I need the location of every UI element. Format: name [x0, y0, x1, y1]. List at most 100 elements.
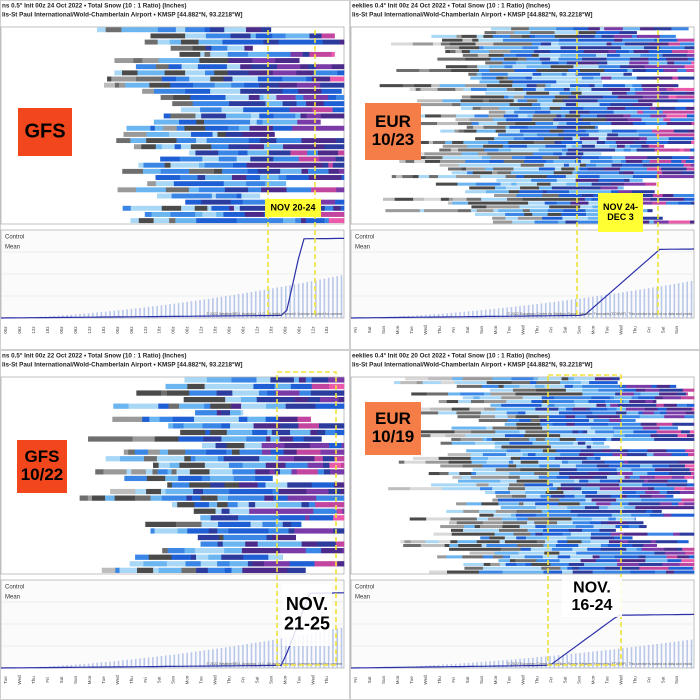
- mean-bar: [289, 637, 291, 668]
- plume-segment: [442, 99, 461, 103]
- plume-segment: [598, 513, 613, 517]
- plume-segment: [278, 39, 304, 45]
- plume-segment: [123, 131, 147, 137]
- plume-segment: [200, 515, 212, 521]
- plume-segment: [394, 197, 414, 201]
- plume-segment: [504, 540, 531, 544]
- copyright: © 2022 European Centre for Medium-Range …: [507, 662, 692, 666]
- plume-segment: [586, 445, 592, 449]
- plume-segment: [560, 566, 568, 570]
- plume-segment: [275, 181, 287, 187]
- plume-segment: [635, 178, 643, 182]
- mean-bar: [314, 280, 317, 318]
- plume-segment: [662, 171, 682, 175]
- mean-bar: [190, 652, 193, 668]
- plume-segment: [631, 513, 651, 517]
- plume-segment: [157, 39, 170, 45]
- mean-bar: [327, 630, 330, 668]
- x-tick-label: Wed: [115, 675, 120, 685]
- plume-segment: [578, 133, 590, 137]
- plume-segment: [304, 508, 314, 514]
- plume-segment: [626, 547, 637, 551]
- plume-segment: [442, 156, 459, 160]
- plume-segment: [572, 570, 593, 574]
- plume-segment: [631, 468, 656, 472]
- plume-segment: [263, 39, 279, 45]
- plume-segment: [163, 113, 171, 119]
- plume-segment: [463, 509, 480, 513]
- mean-bar: [664, 285, 667, 318]
- plume-segment: [197, 144, 212, 150]
- plume-segment: [208, 502, 218, 508]
- plume-segment: [693, 137, 695, 141]
- plume-segment: [171, 469, 177, 475]
- mean-bar: [109, 661, 111, 668]
- plume-segment: [265, 462, 286, 468]
- plume-segment: [503, 384, 520, 388]
- plume-segment: [288, 76, 307, 82]
- x-tick-label: Fri: [451, 327, 456, 332]
- plume-segment: [413, 456, 439, 460]
- plume-segment: [205, 175, 213, 180]
- plume-segment: [328, 162, 334, 168]
- plume-segment: [456, 411, 482, 415]
- plume-segment: [246, 162, 271, 168]
- x-tick-label: Sat: [254, 676, 259, 684]
- plume-segment: [246, 423, 254, 429]
- mean-bar: [336, 628, 339, 668]
- plume-segment: [598, 156, 613, 160]
- plume-segment: [606, 118, 628, 122]
- mean-bar: [536, 304, 538, 318]
- plume-segment: [308, 528, 323, 534]
- mean-bar: [463, 663, 466, 668]
- plume-segment: [524, 434, 544, 438]
- plume-segment: [480, 411, 508, 415]
- plume-segment: [205, 33, 231, 39]
- plume-segment: [214, 95, 226, 100]
- plume-segment: [485, 57, 491, 61]
- plume-segment: [567, 460, 583, 464]
- plume-segment: [683, 197, 695, 201]
- plume-segment: [463, 562, 485, 566]
- plume-segment: [593, 76, 602, 80]
- plume-segment: [125, 82, 150, 88]
- plume-segment: [640, 392, 660, 396]
- plume-segment: [402, 84, 415, 88]
- plume-segment: [511, 27, 530, 31]
- plume-segment: [545, 144, 567, 148]
- plume-segment: [496, 178, 513, 182]
- plume-segment: [440, 129, 455, 133]
- plume-segment: [296, 70, 314, 76]
- plume-segment: [151, 211, 171, 217]
- plume-segment: [648, 479, 668, 483]
- plume-segment: [679, 148, 685, 152]
- mean-bar: [237, 294, 240, 318]
- plume-segment: [158, 462, 171, 468]
- mean-bar: [622, 292, 624, 318]
- plume-segment: [559, 411, 575, 415]
- mean-bar: [544, 656, 547, 668]
- plume-segment: [130, 205, 155, 211]
- plume-segment: [546, 525, 557, 529]
- plume-segment: [418, 175, 430, 179]
- plume-segment: [205, 70, 215, 76]
- plume-segment: [682, 547, 695, 551]
- plume-segment: [490, 392, 516, 396]
- plume-segment: [480, 175, 491, 179]
- mean-bar: [220, 647, 223, 668]
- plume-segment: [423, 197, 442, 201]
- plume-segment: [295, 95, 304, 100]
- plume-segment: [470, 95, 483, 99]
- plume-segment: [502, 517, 518, 521]
- plume-segment: [155, 175, 181, 180]
- plume-segment: [591, 517, 609, 521]
- plume-segment: [647, 472, 670, 476]
- plume-segment: [607, 411, 612, 415]
- plume-segment: [632, 122, 646, 126]
- plume-segment: [608, 50, 617, 54]
- mean-bar: [540, 303, 543, 318]
- plume-segment: [221, 107, 244, 113]
- plume-segment: [440, 525, 452, 529]
- plume-segment: [590, 540, 610, 544]
- plume-segment: [623, 400, 630, 404]
